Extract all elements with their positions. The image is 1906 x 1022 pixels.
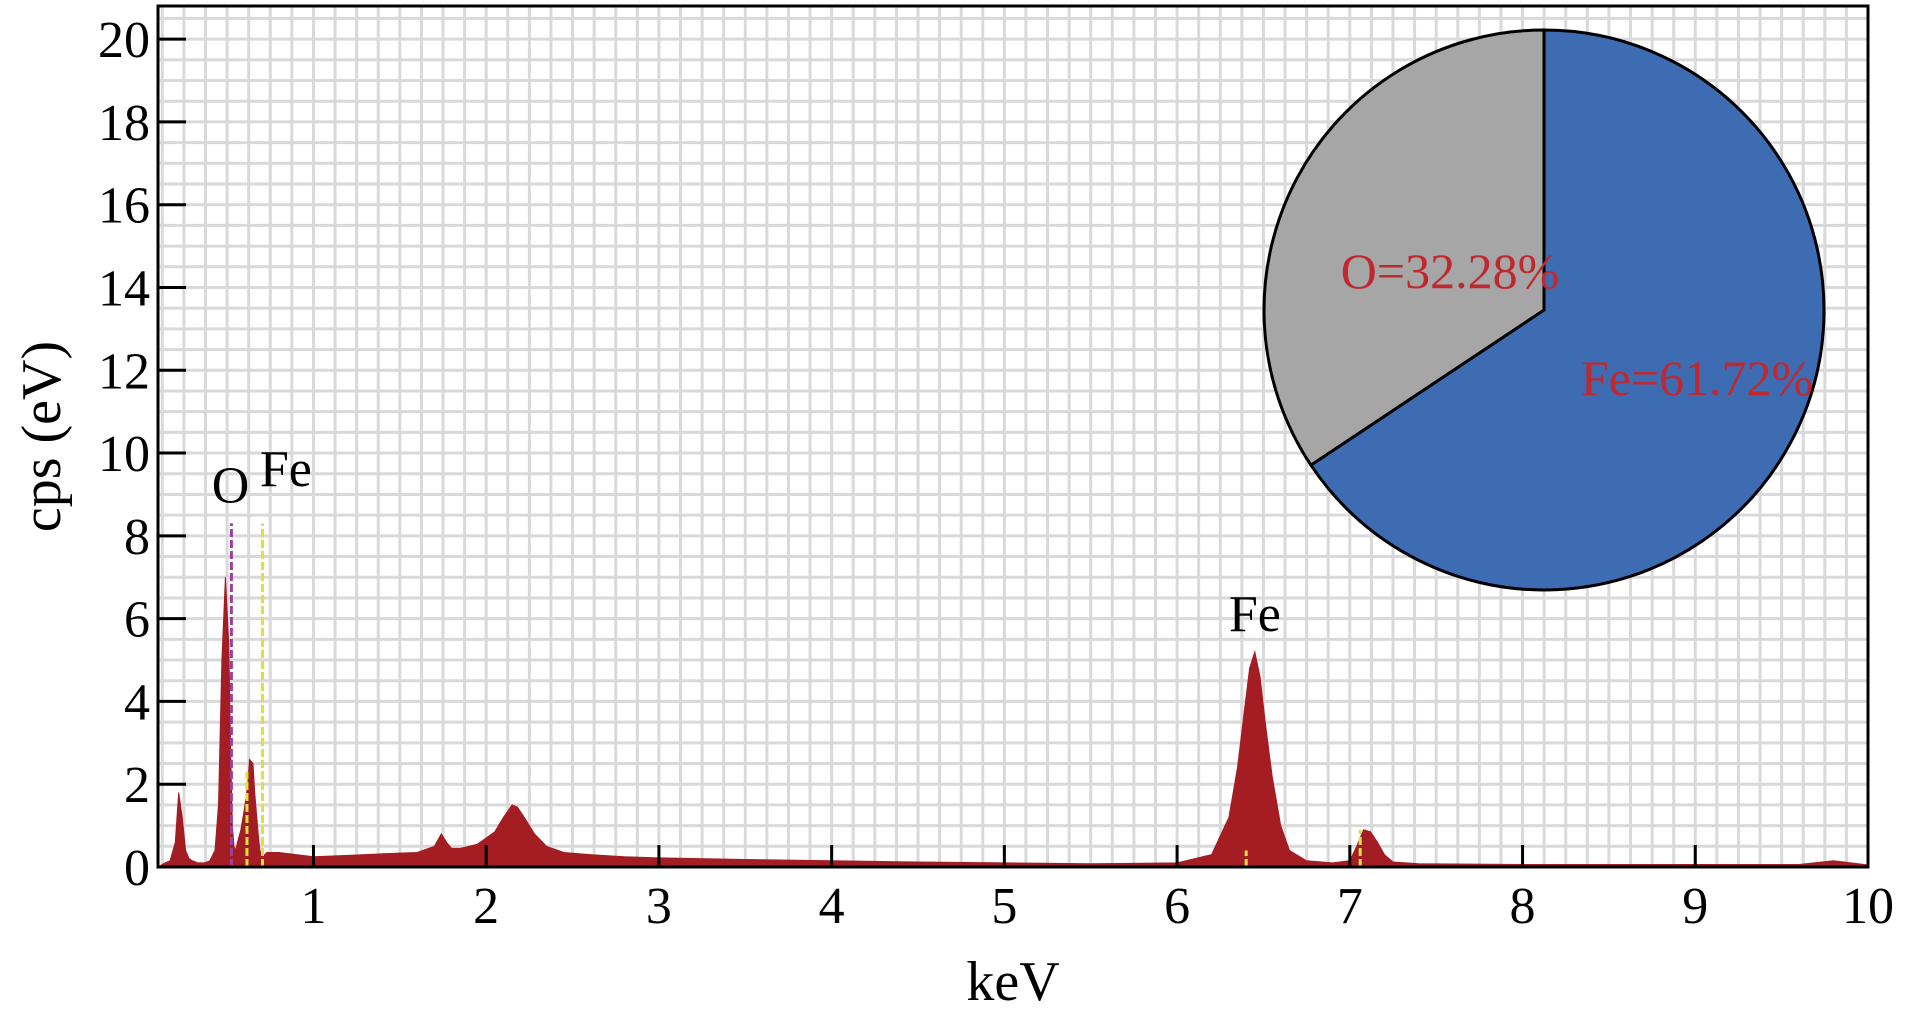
x-tick-label: 7: [1337, 878, 1363, 935]
y-tick-label: 4: [124, 674, 150, 731]
y-tick-label: 16: [98, 178, 150, 235]
y-tick-label: 20: [98, 12, 150, 69]
pie-label-o: O=32.28%: [1341, 243, 1559, 299]
x-tick-label: 2: [473, 878, 499, 935]
x-tick-label: 9: [1682, 878, 1708, 935]
y-axis-title: cps (eV): [11, 341, 73, 532]
x-tick-label: 8: [1510, 878, 1536, 935]
element-markers: [229, 523, 1362, 867]
pie-slice-o: [1262, 28, 1546, 468]
x-tick-label: 5: [991, 878, 1017, 935]
spectrum: [156, 577, 1869, 868]
x-tick-label: 3: [646, 878, 672, 935]
x-tick-label: 4: [819, 878, 845, 935]
peak-label-o: O: [212, 458, 250, 515]
x-tick-label: 1: [300, 878, 326, 935]
y-tick-label: 10: [98, 426, 150, 483]
x-axis-title: keV: [966, 951, 1059, 1013]
y-tick-label: 8: [124, 509, 150, 566]
y-tick-label: 12: [98, 343, 150, 400]
y-tick-label: 18: [98, 95, 150, 152]
x-tick-label: 10: [1842, 878, 1894, 935]
peak-label-fe: Fe: [1229, 586, 1281, 643]
y-tick-label: 14: [98, 260, 150, 317]
pie-label-fe: Fe=61.72%: [1581, 350, 1813, 406]
y-tick-label: 2: [124, 757, 150, 814]
plot-frame: [156, 4, 1870, 869]
x-tick-label: 6: [1164, 878, 1190, 935]
spectrum-area: [156, 577, 1869, 868]
y-tick-label: 6: [124, 592, 150, 649]
pie-slice-fe: [1308, 28, 1826, 592]
peak-label-fe: Fe: [260, 441, 312, 498]
y-tick-label: 0: [124, 840, 150, 897]
composition-pie: Fe=61.72% O=32.28%: [1262, 28, 1826, 592]
